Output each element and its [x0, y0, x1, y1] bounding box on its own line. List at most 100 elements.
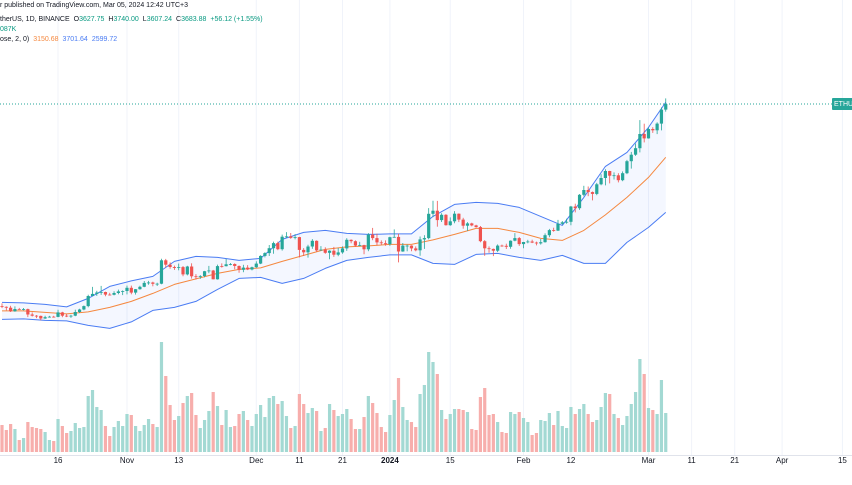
candle-body — [202, 271, 207, 276]
candle-body — [539, 242, 543, 244]
candle-body — [392, 236, 396, 238]
volume-bar — [224, 410, 228, 452]
volume-bar — [457, 409, 461, 452]
ohlc-value: 3627.75 — [79, 16, 105, 23]
volume-bar — [435, 374, 439, 452]
candle-body — [60, 312, 64, 316]
volume-bar — [664, 413, 668, 452]
candle-body — [383, 243, 388, 245]
candle-body — [95, 292, 99, 294]
candle-body — [332, 250, 336, 255]
volume-bar — [612, 414, 616, 452]
volume-bar — [177, 416, 181, 452]
volume-bar — [237, 414, 241, 452]
candle-body — [375, 238, 379, 243]
volume-bar — [26, 422, 30, 452]
candle-body — [500, 245, 504, 247]
candle-body — [103, 292, 108, 295]
candle-body — [134, 289, 138, 293]
candle-body — [431, 210, 435, 214]
candle-body — [233, 264, 237, 266]
ohlc-label: L — [142, 16, 147, 23]
candle-body — [513, 238, 517, 241]
change-text: +56.12 (+1.55%) — [210, 16, 263, 23]
volume-bar — [353, 429, 358, 452]
volume-bar — [534, 433, 539, 452]
candle-body — [401, 245, 405, 252]
ohlc-label: O — [73, 16, 80, 23]
volume-bar — [151, 424, 155, 452]
volume-bar — [539, 420, 543, 452]
candle-body — [358, 245, 362, 246]
band-basis — [2, 157, 667, 315]
volume-bar — [603, 393, 607, 452]
candle-body — [151, 282, 155, 284]
volume-bar — [642, 374, 646, 452]
candle-body — [159, 260, 164, 284]
volume-bar — [547, 413, 551, 452]
volume-bar — [310, 408, 314, 452]
volume-bar — [121, 426, 125, 452]
volume-bar — [228, 427, 233, 452]
basis-value: 3150.68 — [33, 36, 59, 43]
volume-bar — [483, 388, 487, 452]
volume-bar — [431, 362, 435, 452]
publish-text: r published on TradingView.com, Mar 05, … — [0, 2, 189, 9]
candle-body — [86, 296, 90, 307]
volume-bar — [487, 415, 491, 452]
volume-bar — [39, 429, 43, 452]
volume-bar — [340, 414, 345, 452]
candle-body — [9, 307, 13, 312]
candle-body — [21, 309, 26, 310]
volume-bar — [383, 432, 388, 452]
candle-body — [422, 238, 426, 240]
candle-body — [465, 223, 470, 226]
candle-body — [547, 230, 551, 236]
volume-bar — [396, 378, 401, 452]
candle-body — [340, 248, 345, 253]
volume-bar — [155, 427, 159, 452]
candle-body — [595, 184, 599, 194]
volume-bar — [621, 425, 625, 452]
candle-body — [353, 241, 358, 246]
candle-body — [543, 235, 547, 243]
price-label: ETHUS — [834, 101, 852, 108]
x-tick-label: 15 — [446, 456, 455, 465]
ohlc-label: C — [176, 16, 182, 23]
volume-bar — [263, 417, 267, 452]
candle-body — [526, 241, 530, 243]
x-tick-label: 16 — [54, 456, 63, 465]
volume-bar — [638, 359, 642, 452]
candle-body — [108, 294, 112, 296]
volume-bar — [56, 419, 60, 452]
indicator-row: ose, 2, 0) 3150.68 3701.64 2599.72 — [0, 35, 263, 45]
candle-body — [138, 286, 142, 290]
candle-body — [461, 219, 465, 226]
candle-body — [371, 234, 375, 239]
volume-row: 087K — [0, 25, 263, 35]
candle-body — [220, 266, 224, 267]
volume-bar — [565, 428, 569, 452]
candle-body — [405, 245, 409, 247]
volume-bar — [517, 412, 521, 452]
candle-body — [267, 248, 271, 254]
volume-bar — [629, 404, 633, 452]
volume-bar — [82, 427, 86, 452]
candle-body — [478, 227, 483, 242]
candle-body — [633, 148, 638, 155]
x-tick-label: 12 — [566, 456, 575, 465]
volume-bar — [246, 420, 250, 452]
candle-body — [172, 267, 176, 268]
volume-bar — [530, 435, 534, 452]
candle-body — [530, 241, 534, 243]
volume-bar — [181, 403, 185, 452]
volume-bar — [289, 428, 293, 452]
candle-body — [651, 129, 655, 131]
volume-bar — [233, 426, 237, 452]
volume-bar — [414, 427, 418, 452]
lower-value: 2599.72 — [91, 36, 118, 43]
x-tick-label: 11 — [295, 456, 304, 465]
candle-body — [181, 267, 185, 275]
candle-body — [276, 243, 280, 250]
volume-bar — [259, 405, 263, 452]
